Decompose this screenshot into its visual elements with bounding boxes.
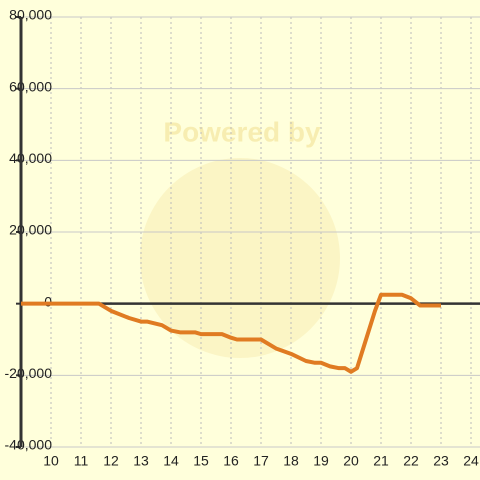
- x-tick-label: 12: [103, 453, 119, 469]
- y-tick-label: 0: [44, 293, 52, 309]
- y-tick-label: 60,000: [9, 78, 52, 94]
- data-line: [21, 292, 441, 374]
- x-tick-label: 21: [373, 453, 389, 469]
- y-tick-label: 40,000: [9, 150, 52, 166]
- watermark: Powered by: [163, 116, 321, 147]
- x-tick-label: 16: [223, 453, 239, 469]
- x-tick-label: 15: [193, 453, 209, 469]
- y-tick-label: 20,000: [9, 222, 52, 238]
- x-tick-label: 17: [253, 453, 269, 469]
- x-tick-label: 18: [283, 453, 299, 469]
- x-tick-label: 19: [313, 453, 329, 469]
- y-tick-label: -20,000: [5, 365, 53, 381]
- x-tick-label: 24: [463, 453, 479, 469]
- x-tick-label: 14: [163, 453, 179, 469]
- x-tick-label: 23: [433, 453, 449, 469]
- x-tick-label: 11: [74, 453, 89, 469]
- x-tick-label: 10: [43, 453, 59, 469]
- x-tick-label: 20: [343, 453, 359, 469]
- x-tick-label: 13: [133, 453, 149, 469]
- y-tick-label: 80,000: [9, 7, 52, 23]
- y-tick-label: -40,000: [5, 437, 53, 453]
- x-tick-label: 22: [403, 453, 419, 469]
- watermark-logo: [140, 158, 340, 358]
